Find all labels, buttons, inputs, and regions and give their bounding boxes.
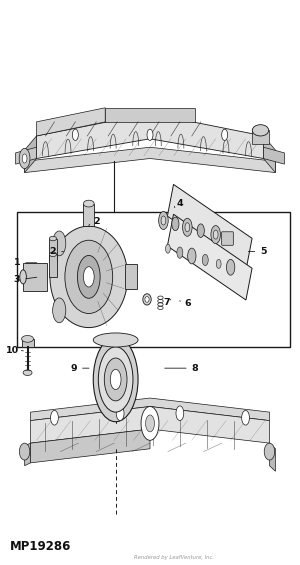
Text: 7: 7 bbox=[163, 298, 170, 307]
Polygon shape bbox=[22, 339, 34, 347]
Polygon shape bbox=[31, 406, 269, 443]
Polygon shape bbox=[16, 147, 37, 164]
Circle shape bbox=[51, 410, 58, 425]
Text: 3: 3 bbox=[14, 275, 20, 284]
Circle shape bbox=[83, 267, 94, 287]
Text: 10: 10 bbox=[6, 346, 19, 355]
Circle shape bbox=[213, 230, 218, 239]
Polygon shape bbox=[23, 263, 47, 291]
Circle shape bbox=[185, 223, 190, 232]
Polygon shape bbox=[31, 429, 150, 463]
Circle shape bbox=[188, 248, 196, 264]
Text: 1: 1 bbox=[14, 258, 20, 267]
Ellipse shape bbox=[20, 270, 26, 284]
Circle shape bbox=[104, 358, 127, 401]
Ellipse shape bbox=[143, 294, 151, 305]
FancyBboxPatch shape bbox=[222, 232, 233, 245]
Circle shape bbox=[211, 225, 220, 244]
Polygon shape bbox=[31, 398, 269, 420]
Circle shape bbox=[116, 406, 124, 420]
Polygon shape bbox=[252, 131, 268, 145]
Ellipse shape bbox=[20, 443, 30, 460]
Text: 2: 2 bbox=[93, 217, 100, 226]
Text: 9: 9 bbox=[70, 364, 77, 373]
Circle shape bbox=[242, 410, 249, 425]
Circle shape bbox=[146, 415, 154, 432]
Circle shape bbox=[197, 224, 204, 237]
Polygon shape bbox=[25, 147, 275, 172]
Circle shape bbox=[53, 298, 66, 323]
Text: 2: 2 bbox=[50, 247, 56, 256]
Circle shape bbox=[93, 337, 138, 421]
Circle shape bbox=[177, 247, 183, 258]
Text: Rendered by LeafVenture, Inc.: Rendered by LeafVenture, Inc. bbox=[134, 555, 214, 560]
Polygon shape bbox=[105, 108, 195, 122]
Circle shape bbox=[141, 406, 159, 440]
Circle shape bbox=[222, 129, 228, 141]
Polygon shape bbox=[167, 184, 252, 270]
Ellipse shape bbox=[65, 240, 113, 314]
Circle shape bbox=[226, 259, 235, 275]
Circle shape bbox=[110, 370, 121, 390]
Ellipse shape bbox=[23, 370, 32, 376]
Circle shape bbox=[161, 216, 166, 225]
Polygon shape bbox=[37, 114, 263, 159]
Polygon shape bbox=[25, 136, 37, 172]
Bar bbox=[17, 212, 290, 347]
Ellipse shape bbox=[50, 226, 128, 328]
Polygon shape bbox=[83, 203, 94, 226]
Polygon shape bbox=[25, 443, 31, 466]
Polygon shape bbox=[124, 264, 136, 289]
Text: 5: 5 bbox=[260, 247, 267, 256]
Circle shape bbox=[176, 406, 184, 420]
Polygon shape bbox=[263, 136, 275, 172]
Ellipse shape bbox=[145, 297, 149, 302]
Ellipse shape bbox=[50, 236, 56, 241]
Polygon shape bbox=[50, 254, 56, 277]
Circle shape bbox=[98, 347, 133, 412]
Circle shape bbox=[159, 211, 168, 229]
Ellipse shape bbox=[252, 125, 269, 136]
Text: MP19286: MP19286 bbox=[10, 540, 71, 553]
Text: 4: 4 bbox=[176, 199, 183, 208]
Ellipse shape bbox=[264, 443, 275, 460]
Circle shape bbox=[19, 149, 30, 168]
Ellipse shape bbox=[50, 252, 56, 257]
Circle shape bbox=[166, 244, 170, 253]
Polygon shape bbox=[167, 214, 252, 300]
Circle shape bbox=[182, 218, 192, 236]
Circle shape bbox=[172, 217, 179, 231]
Polygon shape bbox=[263, 147, 284, 164]
Text: 6: 6 bbox=[184, 299, 190, 308]
Ellipse shape bbox=[22, 336, 34, 342]
Ellipse shape bbox=[83, 200, 94, 207]
Polygon shape bbox=[50, 238, 56, 261]
Circle shape bbox=[72, 129, 78, 141]
Circle shape bbox=[53, 231, 66, 256]
Circle shape bbox=[216, 259, 221, 268]
Circle shape bbox=[77, 255, 100, 298]
Circle shape bbox=[147, 129, 153, 141]
Ellipse shape bbox=[93, 333, 138, 347]
Circle shape bbox=[202, 254, 208, 266]
Polygon shape bbox=[37, 108, 105, 136]
Text: 8: 8 bbox=[191, 364, 198, 373]
Circle shape bbox=[22, 154, 27, 163]
Polygon shape bbox=[269, 443, 275, 471]
